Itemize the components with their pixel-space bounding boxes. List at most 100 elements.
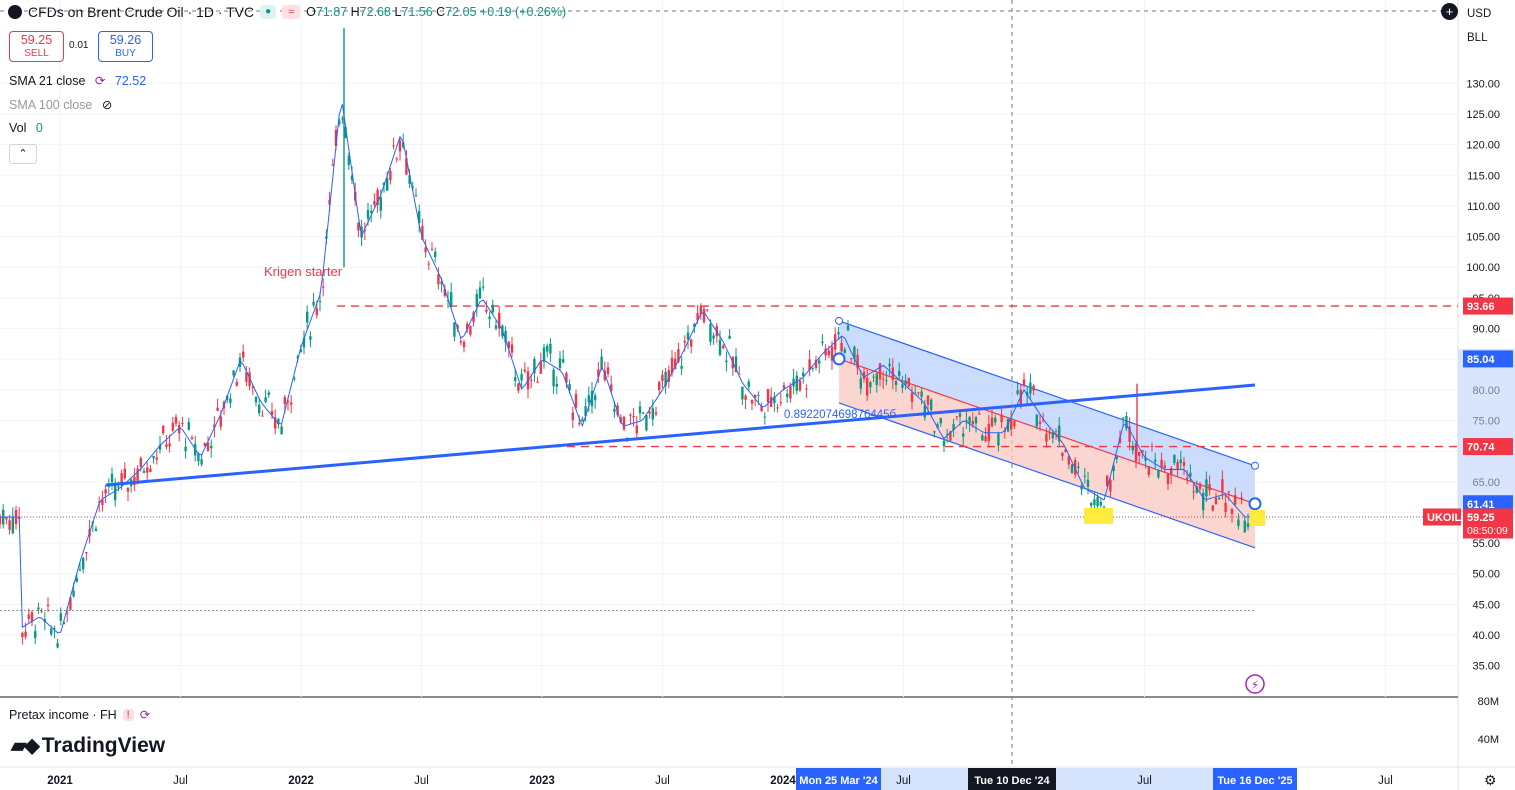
channel-handle[interactable] xyxy=(1251,461,1259,470)
candle-body xyxy=(1160,459,1163,468)
highlight-box[interactable] xyxy=(1084,508,1113,524)
candle-body xyxy=(789,385,792,399)
time-highlight-tag[interactable] xyxy=(796,768,881,790)
candle-body xyxy=(1122,417,1125,419)
candle-body xyxy=(1176,462,1179,470)
event-marker-icon[interactable] xyxy=(1245,674,1265,694)
buy-button[interactable]: 59.26 BUY xyxy=(98,31,153,62)
candle-body xyxy=(1000,414,1003,423)
candle-body xyxy=(270,411,274,415)
candle-body xyxy=(568,383,571,391)
sma21-loading-icon: ⟳ xyxy=(94,74,106,88)
candle-body xyxy=(197,453,200,462)
currency-select[interactable]: USD xyxy=(1467,8,1492,20)
candle-body xyxy=(994,417,997,423)
candle-body xyxy=(981,435,984,441)
candle-body xyxy=(40,610,43,612)
candle-body xyxy=(1234,495,1237,505)
price-tag[interactable] xyxy=(1463,297,1513,315)
candle-body xyxy=(178,425,181,434)
price-tag[interactable] xyxy=(1463,495,1513,513)
candle-body xyxy=(661,374,664,382)
candle-body xyxy=(658,381,661,390)
indicator-sma100[interactable]: SMA 100 close ⊘ xyxy=(9,97,112,112)
price-tag-label: 70.74 xyxy=(1467,442,1495,454)
symbol-tag[interactable] xyxy=(1423,508,1461,526)
price-tag-label: 85.04 xyxy=(1467,354,1495,366)
hidden-eye-icon[interactable]: ⊘ xyxy=(101,98,113,112)
candle-body xyxy=(1195,486,1198,493)
candle-body xyxy=(1186,477,1189,480)
candle-body xyxy=(722,345,725,349)
sma21-line[interactable] xyxy=(0,104,1252,634)
compare-icon[interactable]: ≈ xyxy=(282,5,301,19)
candle-body xyxy=(674,358,677,370)
candle-body xyxy=(322,286,325,288)
candle-body xyxy=(1211,505,1214,511)
candle-body xyxy=(667,370,670,382)
candle-body xyxy=(843,349,846,353)
channel-upper-line[interactable] xyxy=(838,320,1256,467)
x-tick-label: Jul xyxy=(896,775,911,787)
candle-body xyxy=(376,189,379,206)
price-tag[interactable] xyxy=(1463,508,1513,539)
candle-body xyxy=(616,405,619,415)
candle-body xyxy=(219,416,222,427)
tv-logo-icon: ▰◆ xyxy=(11,735,40,757)
candle-body xyxy=(306,311,309,323)
market-status-icon[interactable]: ● xyxy=(260,5,277,19)
krigen-annotation[interactable]: Krigen starter xyxy=(264,264,343,279)
channel-handle[interactable] xyxy=(1248,497,1262,511)
candle-body xyxy=(200,459,203,465)
warning-icon[interactable]: ! xyxy=(122,708,134,721)
unit-select[interactable]: BLL xyxy=(1467,32,1488,44)
collapse-legend-button[interactable]: ⌃ xyxy=(9,144,37,164)
channel-lower-line[interactable] xyxy=(838,402,1256,549)
candle-body xyxy=(1099,501,1102,506)
candle-body xyxy=(1109,479,1112,492)
price-tag[interactable] xyxy=(1463,350,1513,368)
gear-icon[interactable]: ⚙ xyxy=(1484,772,1497,788)
fib-annotation[interactable]: 0.892207469876445б xyxy=(784,409,897,421)
candle-body xyxy=(955,416,958,418)
candle-body xyxy=(606,367,610,374)
candle-body xyxy=(459,341,462,343)
time-highlight-tag[interactable] xyxy=(968,768,1056,790)
price-tag-label: 59.25 xyxy=(1467,512,1495,524)
candle-body xyxy=(1192,491,1195,493)
highlight-box[interactable] xyxy=(1250,510,1265,526)
candle-body xyxy=(72,590,75,597)
plus-icon[interactable]: + xyxy=(1441,3,1458,20)
indicator-vol[interactable]: Vol 0 xyxy=(9,121,43,135)
candle-body xyxy=(1240,497,1243,499)
candle-body xyxy=(1019,389,1022,406)
candle-body xyxy=(27,614,30,619)
candle-body xyxy=(680,365,683,369)
time-highlight-tag[interactable] xyxy=(1213,768,1297,790)
candle-body xyxy=(210,445,213,449)
x-tick-label: Jul xyxy=(655,775,670,787)
candle-body xyxy=(136,468,139,481)
candle-body xyxy=(117,486,120,488)
channel-handle[interactable] xyxy=(835,316,843,325)
candle-body xyxy=(1096,497,1099,507)
sma21-value: 72.52 xyxy=(114,74,147,88)
pane2-legend[interactable]: Pretax income · FH ! ⟳ xyxy=(9,707,150,723)
channel-handle[interactable] xyxy=(832,352,846,366)
candle-body xyxy=(328,199,331,205)
sell-button[interactable]: 59.25 SELL xyxy=(9,31,64,62)
indicator-sma21[interactable]: SMA 21 close ⟳ 72.52 xyxy=(9,73,146,88)
sma21-label: SMA 21 close xyxy=(9,74,86,88)
trendline[interactable] xyxy=(105,383,1256,487)
symbol-title[interactable]: CFDs on Brent Crude Oil · 1D · TVC xyxy=(28,4,255,20)
candle-body xyxy=(245,372,248,382)
candle-body xyxy=(1016,390,1019,394)
candle-body xyxy=(402,142,405,147)
candle-body xyxy=(907,377,910,387)
price-tag[interactable] xyxy=(1463,438,1513,456)
tradingview-logo[interactable]: ▰◆ TradingView xyxy=(11,733,165,758)
candle-body xyxy=(498,312,501,329)
candle-body xyxy=(1125,415,1128,429)
candle-body xyxy=(1006,418,1010,432)
